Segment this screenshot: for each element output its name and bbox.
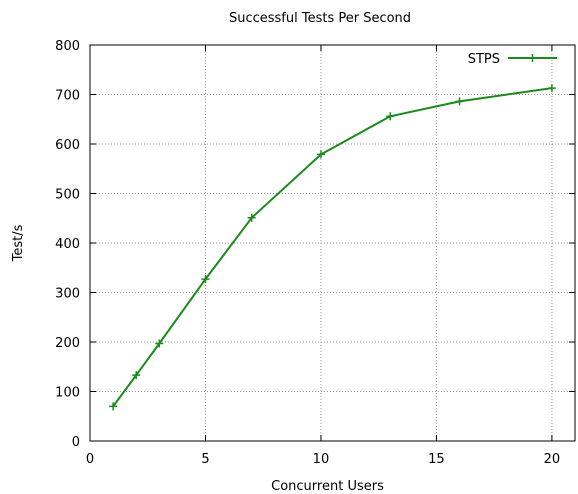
y-tick-label: 700 bbox=[55, 89, 80, 104]
y-axis-title: Test/s bbox=[11, 224, 26, 262]
y-tick-label: 800 bbox=[55, 39, 80, 54]
series-line bbox=[112, 87, 553, 407]
x-tick-label: 0 bbox=[86, 452, 94, 467]
chart-title: Successful Tests Per Second bbox=[229, 11, 411, 26]
y-tick-label: 400 bbox=[55, 237, 80, 252]
y-tick-label: 0 bbox=[72, 435, 80, 450]
x-axis-title: Concurrent Users bbox=[271, 479, 384, 494]
legend-marker bbox=[528, 54, 537, 62]
data-point bbox=[455, 97, 464, 106]
y-tick-label: 600 bbox=[55, 138, 80, 153]
grid bbox=[90, 45, 575, 441]
legend-label: STPS bbox=[468, 52, 500, 67]
series-layer bbox=[109, 84, 556, 411]
data-point bbox=[547, 84, 556, 93]
data-point bbox=[201, 275, 210, 284]
y-tick-label: 300 bbox=[55, 287, 80, 302]
data-point bbox=[132, 371, 141, 380]
axis-ticks: 0 100 200 300 400 500 600 700 800 0 5 10 15 20 bbox=[55, 39, 575, 467]
y-tick-label: 200 bbox=[55, 336, 80, 351]
x-tick-label: 5 bbox=[201, 452, 209, 467]
data-point bbox=[155, 339, 164, 348]
y-tick-label: 100 bbox=[55, 386, 80, 401]
legend: STPS bbox=[468, 52, 557, 67]
x-tick-label: 10 bbox=[313, 452, 330, 467]
x-tick-label: 20 bbox=[544, 452, 561, 467]
data-point bbox=[386, 112, 395, 121]
y-tick-label: 500 bbox=[55, 188, 80, 203]
x-tick-label: 15 bbox=[428, 452, 445, 467]
data-point bbox=[316, 150, 325, 159]
data-point bbox=[247, 213, 256, 222]
data-point bbox=[109, 402, 118, 411]
